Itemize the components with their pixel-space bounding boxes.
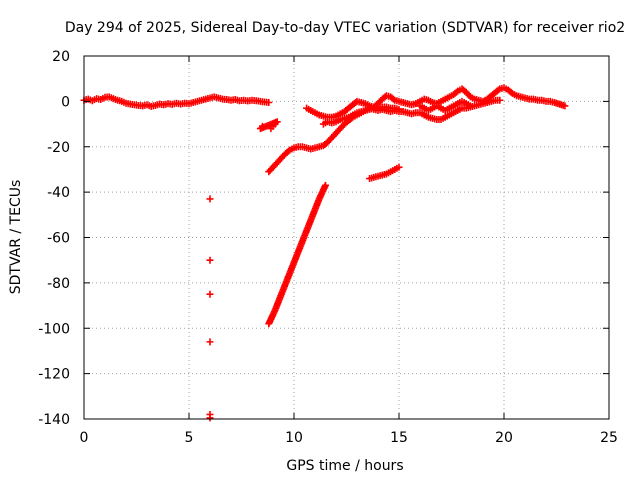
data-point [206,195,214,203]
data-point [496,96,504,104]
y-axis-ticks: 20 0 -20 -40 -60 -80 -100 -120 -140 [38,49,609,428]
x-tick-label: 20 [495,430,513,446]
data-point [265,99,273,107]
x-axis-label: GPS time / hours [286,458,403,474]
series-0 [80,93,273,110]
y-tick-label: -100 [38,321,70,337]
chart-title: Day 294 of 2025, Sidereal Day-to-day VTE… [65,20,625,36]
series-7 [366,163,403,183]
data-point [259,122,266,130]
data-point [206,256,214,264]
y-tick-label: 20 [52,49,70,65]
y-tick-label: 0 [61,94,70,110]
x-tick-label: 5 [185,430,194,446]
data-point [206,290,214,298]
series-3 [256,118,281,133]
data-points [80,84,569,422]
series-2 [265,181,329,328]
data-point [206,414,214,422]
data-point [322,181,329,189]
data-point [561,102,569,110]
data-point [206,338,214,346]
y-tick-label: -80 [47,276,70,292]
y-tick-label: -40 [47,185,70,201]
x-axis-ticks: 0 5 10 15 20 25 [80,56,618,446]
x-tick-label: 25 [600,430,618,446]
grid-lines [84,56,609,419]
x-tick-label: 15 [390,430,408,446]
data-point [395,163,403,171]
series-6 [416,97,474,114]
y-tick-label: -60 [47,231,70,247]
y-axis-label: SDTVAR / TECUs [8,180,24,295]
data-point [466,102,474,110]
series-4 [303,84,569,121]
y-tick-label: -120 [38,367,70,383]
x-tick-label: 10 [285,430,303,446]
series-8 [206,195,214,422]
y-tick-label: -140 [38,412,70,428]
y-tick-label: -20 [47,140,70,156]
x-tick-label: 0 [80,430,89,446]
